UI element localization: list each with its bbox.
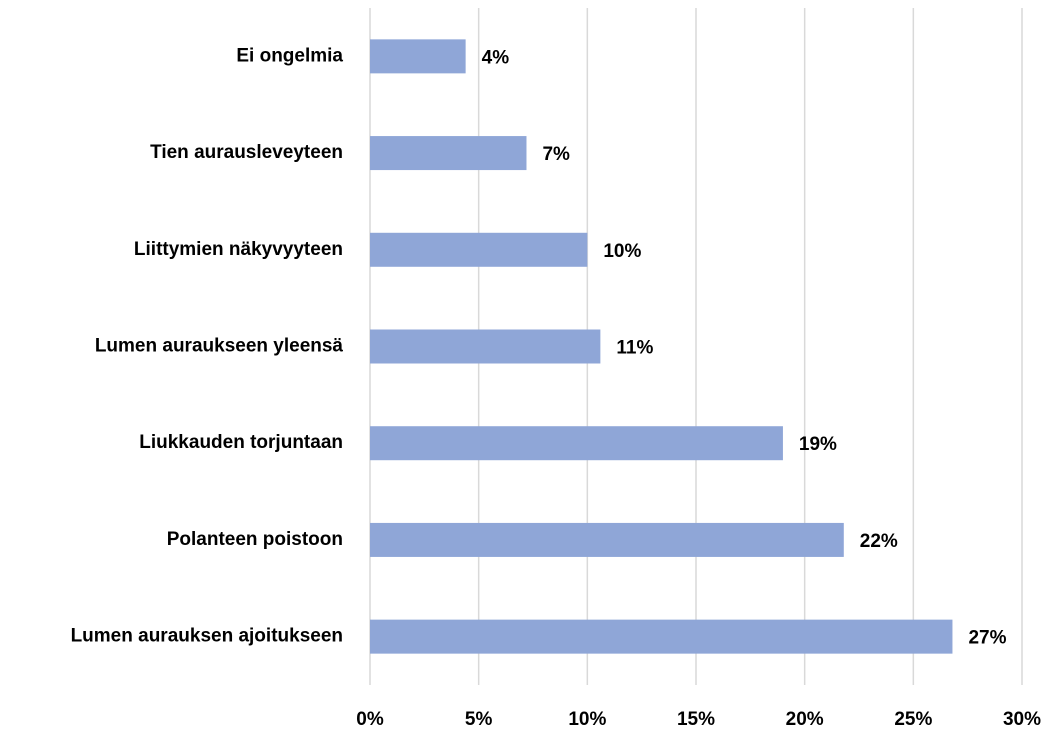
x-tick-label: 0% xyxy=(356,709,384,730)
value-label: 27% xyxy=(968,628,1006,649)
value-label: 7% xyxy=(542,144,570,165)
value-label: 10% xyxy=(603,241,641,262)
value-label: 22% xyxy=(860,531,898,552)
x-tick-label: 15% xyxy=(677,709,715,730)
x-tick-label: 30% xyxy=(1003,709,1041,730)
y-tick-label: Liittymien näkyvyyteen xyxy=(134,239,343,260)
bar xyxy=(370,522,844,557)
x-tick-label: 25% xyxy=(894,709,932,730)
bar xyxy=(370,136,527,171)
x-tick-label: 5% xyxy=(465,709,493,730)
value-label: 11% xyxy=(616,338,653,359)
bar xyxy=(370,39,466,74)
bar xyxy=(370,426,783,461)
x-tick-label: 20% xyxy=(786,709,824,730)
bar xyxy=(370,232,588,267)
y-tick-label: Ei ongelmia xyxy=(236,45,343,66)
value-label: 4% xyxy=(482,47,510,68)
bar xyxy=(370,329,601,364)
x-tick-label: 10% xyxy=(568,709,606,730)
y-tick-label: Polanteen poistoon xyxy=(167,529,343,550)
value-label: 19% xyxy=(799,434,837,455)
bar xyxy=(370,619,953,654)
y-tick-label: Lumen aurauksen ajoitukseen xyxy=(71,626,343,647)
y-tick-label: Tien aurausleveyteen xyxy=(150,142,343,163)
y-tick-label: Lumen auraukseen yleensä xyxy=(95,336,344,357)
y-tick-label: Liukkauden torjuntaan xyxy=(139,432,343,453)
